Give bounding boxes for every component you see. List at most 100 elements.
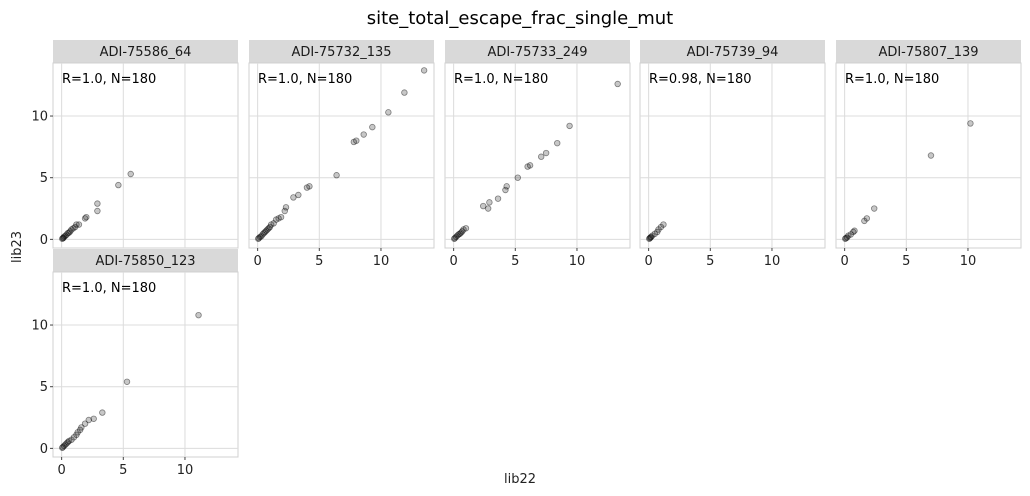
facet-strip-label: ADI-75807_139 xyxy=(878,45,978,60)
facet-annotation: R=1.0, N=180 xyxy=(258,72,352,87)
data-point xyxy=(456,230,463,238)
data-point xyxy=(842,234,850,242)
data-point xyxy=(420,67,428,74)
data-point xyxy=(353,137,360,144)
data-point xyxy=(255,234,263,242)
data-point xyxy=(277,213,285,221)
x-tick-label: 10 xyxy=(764,254,781,269)
facet-strip-label: ADI-75733_249 xyxy=(487,45,587,60)
data-point xyxy=(70,434,78,441)
plot-area xyxy=(835,62,1022,249)
data-point xyxy=(462,225,470,232)
y-tick-label: 10 xyxy=(31,319,48,334)
data-point xyxy=(454,232,461,239)
x-tick-label: 0 xyxy=(840,254,848,269)
data-point xyxy=(62,232,69,240)
data-point xyxy=(282,204,290,211)
x-tick-label: 0 xyxy=(449,254,457,269)
plot-area xyxy=(52,271,239,458)
data-point xyxy=(85,416,92,424)
data-point xyxy=(503,183,510,190)
data-point xyxy=(566,122,573,130)
y-tick-label: 0 xyxy=(40,442,48,457)
y-tick-label: 5 xyxy=(40,171,48,186)
x-tick-label: 0 xyxy=(253,254,261,269)
facet-strip xyxy=(53,249,238,272)
data-point xyxy=(83,213,90,221)
data-point xyxy=(484,205,492,212)
y-tick-label: 5 xyxy=(40,380,48,395)
data-point xyxy=(62,441,69,448)
x-tick-label: 10 xyxy=(177,463,194,478)
data-point xyxy=(614,80,621,88)
data-point xyxy=(265,225,272,232)
data-point xyxy=(59,235,66,242)
data-point xyxy=(524,163,531,170)
data-point xyxy=(65,229,73,236)
data-point xyxy=(74,429,81,436)
data-point xyxy=(871,205,878,212)
data-point xyxy=(281,207,288,215)
data-point xyxy=(480,202,487,210)
facet-panel: ADI-75739_94 R=0.98, N=180 0 5 10 xyxy=(639,40,826,269)
x-tick-label: 5 xyxy=(315,254,323,269)
data-point xyxy=(847,231,854,238)
data-point xyxy=(647,233,655,241)
data-point xyxy=(861,217,868,225)
x-tick-label: 5 xyxy=(511,254,519,269)
data-point xyxy=(255,235,262,242)
data-point xyxy=(76,426,84,434)
data-point xyxy=(75,221,83,228)
data-point xyxy=(451,234,459,242)
data-point xyxy=(967,120,974,127)
data-point xyxy=(459,228,466,235)
data-point xyxy=(272,216,280,223)
data-point xyxy=(843,234,851,241)
data-point xyxy=(486,199,493,206)
data-point xyxy=(851,227,858,234)
data-point xyxy=(81,420,89,427)
data-point xyxy=(554,139,561,147)
facet-strip xyxy=(836,40,1021,63)
data-point xyxy=(649,232,656,239)
data-point xyxy=(256,233,264,241)
data-point xyxy=(306,183,313,190)
data-point xyxy=(845,232,852,239)
data-point xyxy=(270,220,277,227)
data-point xyxy=(263,227,270,234)
data-point xyxy=(127,170,134,178)
data-point xyxy=(360,131,367,138)
data-point xyxy=(268,221,275,228)
data-point xyxy=(303,184,311,191)
data-point xyxy=(654,228,661,236)
data-point xyxy=(333,172,340,179)
facet-strip-label: ADI-75850_123 xyxy=(95,254,195,269)
data-point xyxy=(63,440,70,447)
data-point xyxy=(123,378,131,385)
data-point xyxy=(502,186,509,194)
facet-annotation: R=1.0, N=180 xyxy=(62,281,156,296)
data-point xyxy=(850,228,857,236)
data-point xyxy=(73,431,80,438)
data-point xyxy=(99,409,106,416)
data-point xyxy=(401,89,408,96)
data-point xyxy=(927,152,935,159)
data-point xyxy=(59,234,67,242)
facet-strip-label: ADI-75586_64 xyxy=(100,45,192,60)
facet-strip xyxy=(445,40,630,63)
data-point xyxy=(115,181,122,189)
data-point xyxy=(350,138,358,146)
facet-annotation: R=1.0, N=180 xyxy=(845,72,939,87)
facet-strip-label: ADI-75732_135 xyxy=(291,45,391,60)
data-point xyxy=(60,234,67,242)
data-point xyxy=(452,233,460,241)
data-point xyxy=(275,215,282,222)
data-point xyxy=(646,234,654,242)
data-point xyxy=(494,195,502,202)
data-point xyxy=(195,311,202,319)
data-point xyxy=(81,215,89,222)
data-point xyxy=(260,229,267,237)
data-point xyxy=(542,149,550,157)
y-tick-label: 0 xyxy=(40,233,48,248)
data-point xyxy=(68,226,75,233)
